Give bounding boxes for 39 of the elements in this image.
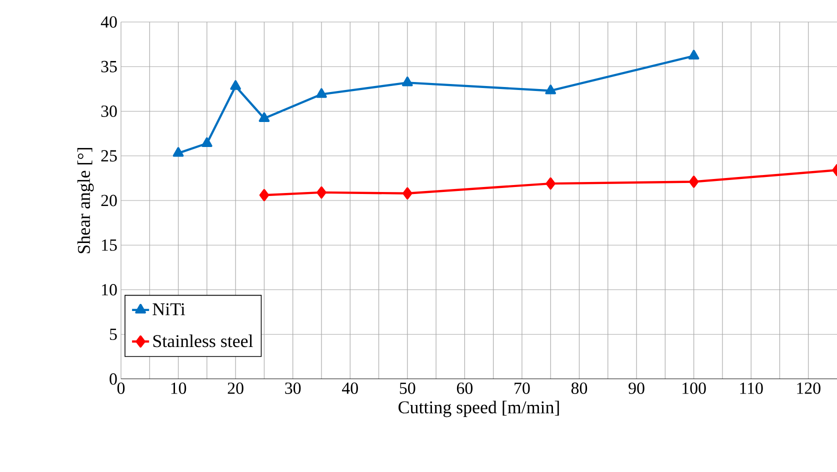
point — [202, 137, 212, 147]
point — [688, 176, 699, 188]
x-tick-label: 90 — [628, 382, 644, 394]
x-tick-label: 80 — [571, 382, 588, 394]
x-axis-title: Cutting speed [m/min] — [398, 400, 559, 418]
x-tick-label: 20 — [228, 382, 244, 394]
y-tick-label: 10 — [102, 284, 117, 296]
point — [316, 88, 327, 98]
point — [316, 186, 326, 199]
point — [546, 177, 556, 190]
y-tick-label: 20 — [101, 194, 117, 206]
point — [402, 76, 413, 86]
x-tick-label: 100 — [682, 382, 706, 394]
x-tick-label: 0 — [117, 382, 125, 394]
x-tick-label: 120 — [797, 382, 820, 394]
point — [688, 50, 700, 60]
point — [258, 112, 270, 122]
point — [402, 187, 412, 200]
point — [172, 147, 184, 157]
y-tick-label: 30 — [101, 106, 117, 117]
y-tick-label: 25 — [101, 150, 117, 162]
y-tick-label: 5 — [110, 328, 117, 340]
x-tick-label: 60 — [456, 382, 473, 394]
legend-label: Stainless steel — [153, 334, 253, 348]
point — [230, 80, 241, 90]
point — [545, 84, 556, 94]
y-tick-label: 0 — [110, 373, 117, 385]
y-tick-label: 35 — [101, 60, 117, 72]
x-tick-label: 40 — [342, 382, 358, 394]
x-tick-label: 70 — [514, 382, 530, 394]
point — [259, 189, 270, 202]
x-tick-label: 110 — [740, 382, 763, 394]
y-axis-title: Shear angle [°] — [77, 148, 94, 254]
x-tick-label: 10 — [171, 382, 186, 394]
legend-label: NiTi — [152, 303, 186, 316]
y-tick-label: 15 — [102, 239, 117, 251]
x-tick-label: 50 — [400, 382, 416, 394]
y-tick-label: 40 — [100, 16, 117, 28]
x-tick-label: 30 — [285, 382, 301, 394]
